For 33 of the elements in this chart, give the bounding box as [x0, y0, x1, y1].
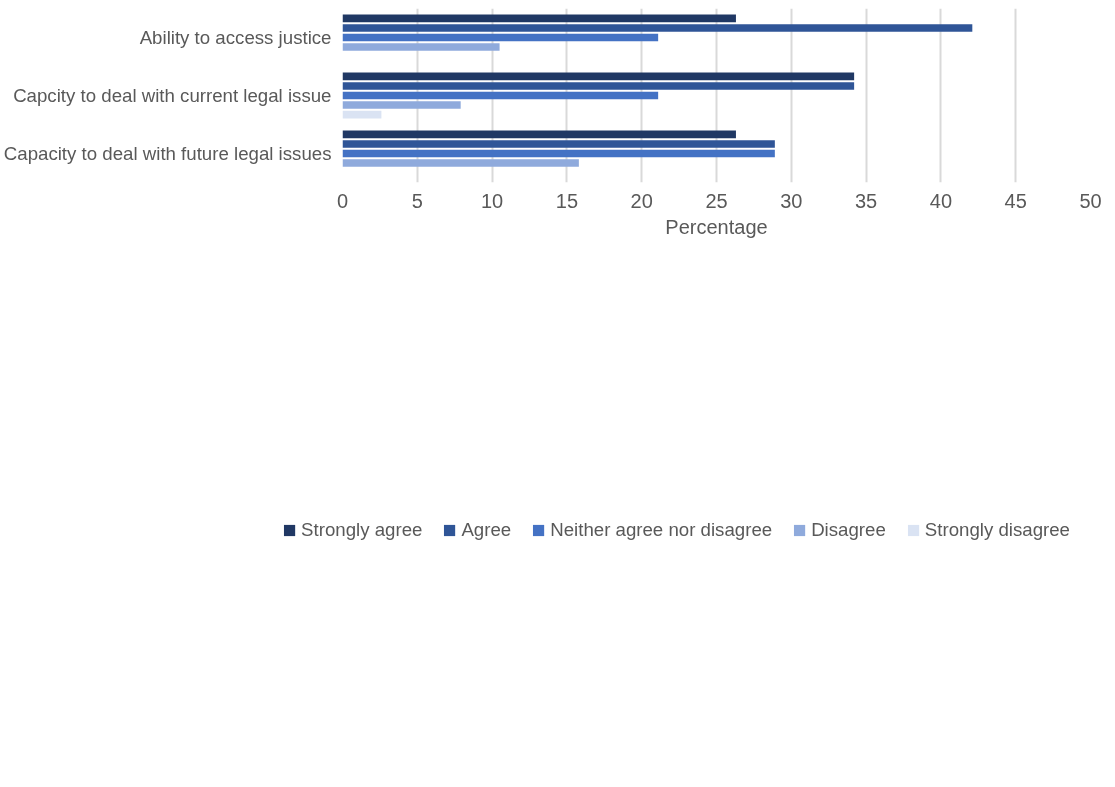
x-tick-label: 35	[854, 189, 878, 212]
x-tick-label: 15	[555, 189, 579, 212]
bar	[342, 140, 775, 148]
x-tick-label: 50	[1079, 189, 1102, 212]
legend-label: Agree	[461, 519, 512, 541]
bar	[342, 101, 461, 109]
bar	[342, 110, 382, 119]
y-tick-label: Capacity to deal with future legal issues	[3, 143, 332, 164]
x-tick-label: 5	[411, 189, 423, 212]
x-tick-label: 0	[336, 189, 349, 212]
bar	[342, 72, 855, 81]
x-tick-label: 25	[705, 189, 728, 212]
legend-label: Strongly disagree	[924, 519, 1070, 541]
bar	[342, 24, 973, 32]
bar	[342, 43, 500, 51]
bar	[342, 130, 736, 139]
y-tick-label: Ability to access justice	[139, 27, 332, 48]
bar	[342, 14, 736, 23]
y-tick-label: Capcity to deal with current legal issue	[13, 85, 332, 106]
legend-label: Neither agree nor disagree	[550, 519, 773, 541]
x-tick-label: 10	[480, 189, 504, 212]
x-tick-label: 45	[1004, 189, 1027, 212]
x-axis-title: Percentage	[665, 215, 768, 238]
x-tick-label: 20	[630, 189, 653, 212]
bar	[342, 149, 775, 158]
bar	[342, 82, 855, 90]
legend-label: Disagree	[811, 519, 886, 541]
x-tick-label: 40	[929, 189, 953, 212]
legend-label: Strongly agree	[301, 519, 423, 541]
x-tick-label: 30	[780, 189, 803, 212]
bar	[342, 159, 579, 167]
bar	[342, 91, 659, 100]
bar	[342, 33, 659, 42]
